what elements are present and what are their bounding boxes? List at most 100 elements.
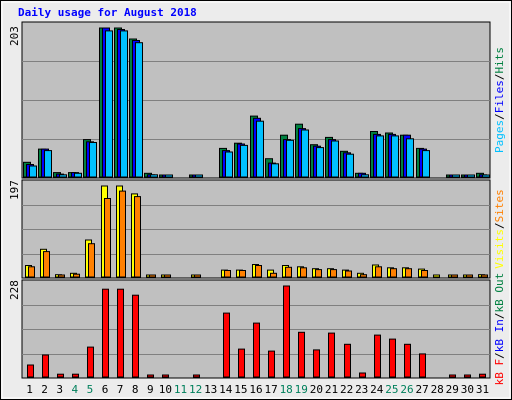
bar-kb-f-day-24 — [374, 334, 381, 378]
bar-pages-day-4 — [74, 172, 82, 178]
right-label-part: kB In — [493, 319, 506, 352]
x-tick-label-day-14: 14 — [219, 383, 233, 396]
bar-pages-day-14 — [225, 151, 233, 178]
x-tick-label-day-24: 24 — [370, 383, 384, 396]
bar-pages-day-29 — [452, 174, 460, 178]
bar-kb-f-day-29 — [449, 374, 456, 378]
bar-kb-f-day-5 — [87, 346, 94, 378]
bar-pages-day-8 — [135, 42, 143, 178]
bar-sites-day-24 — [375, 266, 382, 278]
x-tick-label-day-20: 20 — [310, 383, 323, 396]
bar-sites-day-7 — [119, 190, 126, 278]
bar-sites-day-2 — [43, 251, 50, 278]
bar-pages-day-26 — [406, 138, 414, 178]
bar-kb-f-day-6 — [102, 288, 109, 378]
bar-pages-day-20 — [316, 147, 324, 178]
right-label-part: Hits — [493, 47, 506, 74]
bar-sites-day-12 — [194, 274, 201, 278]
bar-sites-day-23 — [360, 274, 367, 278]
right-label-part: kB F — [493, 359, 506, 386]
x-tick-label-day-15: 15 — [234, 383, 247, 396]
right-label-part: Pages — [493, 120, 506, 153]
bar-sites-day-20 — [315, 269, 322, 278]
bar-sites-day-29 — [451, 274, 458, 278]
bar-pages-day-24 — [376, 135, 384, 178]
right-label-part: / — [493, 352, 506, 359]
x-tick-label-day-21: 21 — [325, 383, 338, 396]
bar-pages-day-21 — [331, 140, 339, 178]
bar-kb-f-day-12 — [193, 374, 200, 378]
bar-pages-day-16 — [256, 120, 264, 178]
bar-kb-f-day-26 — [404, 343, 411, 378]
x-tick-label-day-8: 8 — [132, 383, 139, 396]
bar-sites-day-16 — [255, 265, 262, 278]
y-max-label-visits: 197 — [8, 180, 21, 200]
bar-kb-f-day-10 — [162, 374, 169, 378]
bar-pages-day-3 — [59, 174, 67, 178]
bar-kb-f-day-15 — [238, 348, 245, 378]
bar-pages-day-7 — [120, 30, 128, 178]
bar-kb-f-day-8 — [132, 294, 139, 378]
x-tick-label-day-6: 6 — [102, 383, 109, 396]
y-max-label-hits: 203 — [8, 26, 21, 46]
bar-pages-day-23 — [361, 174, 369, 178]
right-label-part: Files — [493, 80, 506, 113]
x-tick-label-day-13: 13 — [204, 383, 217, 396]
bar-sites-day-15 — [239, 270, 246, 278]
x-tick-label-day-18: 18 — [280, 383, 293, 396]
right-label-visits-sites: Visits/Sites — [493, 189, 506, 269]
bar-sites-day-19 — [300, 267, 307, 278]
bar-kb-f-day-3 — [57, 373, 64, 378]
bar-sites-day-8 — [134, 196, 141, 278]
y-max-label-kbytes: 228 — [8, 280, 21, 300]
bar-pages-day-15 — [240, 144, 248, 178]
x-tick-label-day-22: 22 — [340, 383, 353, 396]
bar-pages-day-25 — [391, 135, 399, 178]
x-tick-label-day-19: 19 — [295, 383, 308, 396]
bar-sites-day-1 — [28, 266, 35, 278]
right-label-part: kB Out — [493, 273, 506, 313]
bar-kb-f-day-22 — [344, 343, 351, 378]
bar-sites-day-14 — [224, 270, 231, 278]
bar-pages-day-30 — [467, 174, 475, 178]
bar-kb-f-day-17 — [268, 350, 275, 378]
x-tick-label-day-30: 30 — [461, 383, 474, 396]
bar-sites-day-6 — [104, 198, 111, 278]
bar-sites-day-26 — [405, 268, 412, 278]
x-tick-label-day-17: 17 — [264, 383, 277, 396]
x-tick-label-day-5: 5 — [87, 383, 94, 396]
right-label-part: Sites — [493, 189, 506, 222]
bar-sites-day-9 — [149, 274, 156, 278]
x-tick-label-day-25: 25 — [385, 383, 398, 396]
bar-kb-f-day-21 — [328, 332, 335, 378]
bar-kb-f-day-16 — [253, 322, 260, 378]
bar-pages-day-10 — [165, 174, 173, 178]
bar-pages-day-12 — [195, 174, 203, 178]
x-tick-label-day-16: 16 — [249, 383, 262, 396]
bar-sites-day-22 — [345, 270, 352, 278]
right-label-part: Visits — [493, 229, 506, 269]
bar-kb-f-day-7 — [117, 288, 124, 378]
bar-kb-f-day-23 — [359, 372, 366, 378]
bar-pages-day-5 — [89, 142, 97, 178]
bar-kb-f-day-4 — [72, 373, 79, 378]
right-label-kbytes: kB F/kB In/kB Out — [493, 273, 506, 386]
bar-layer — [23, 27, 490, 378]
x-tick-label-day-4: 4 — [71, 383, 78, 396]
right-label-part: / — [493, 312, 506, 319]
bar-pages-day-22 — [346, 153, 354, 178]
bar-sites-day-21 — [330, 269, 337, 278]
x-tick-label-day-31: 31 — [476, 383, 489, 396]
bar-kb-f-day-14 — [223, 312, 230, 378]
bar-sites-day-5 — [88, 243, 95, 278]
bar-kb-f-day-1 — [27, 364, 34, 378]
bar-kb-f-day-18 — [283, 285, 290, 378]
bar-pages-day-27 — [422, 150, 430, 178]
x-tick-label-day-29: 29 — [446, 383, 459, 396]
x-tick-label-day-1: 1 — [26, 383, 33, 396]
bar-kb-f-day-20 — [313, 349, 320, 378]
right-label-part: / — [493, 222, 506, 229]
